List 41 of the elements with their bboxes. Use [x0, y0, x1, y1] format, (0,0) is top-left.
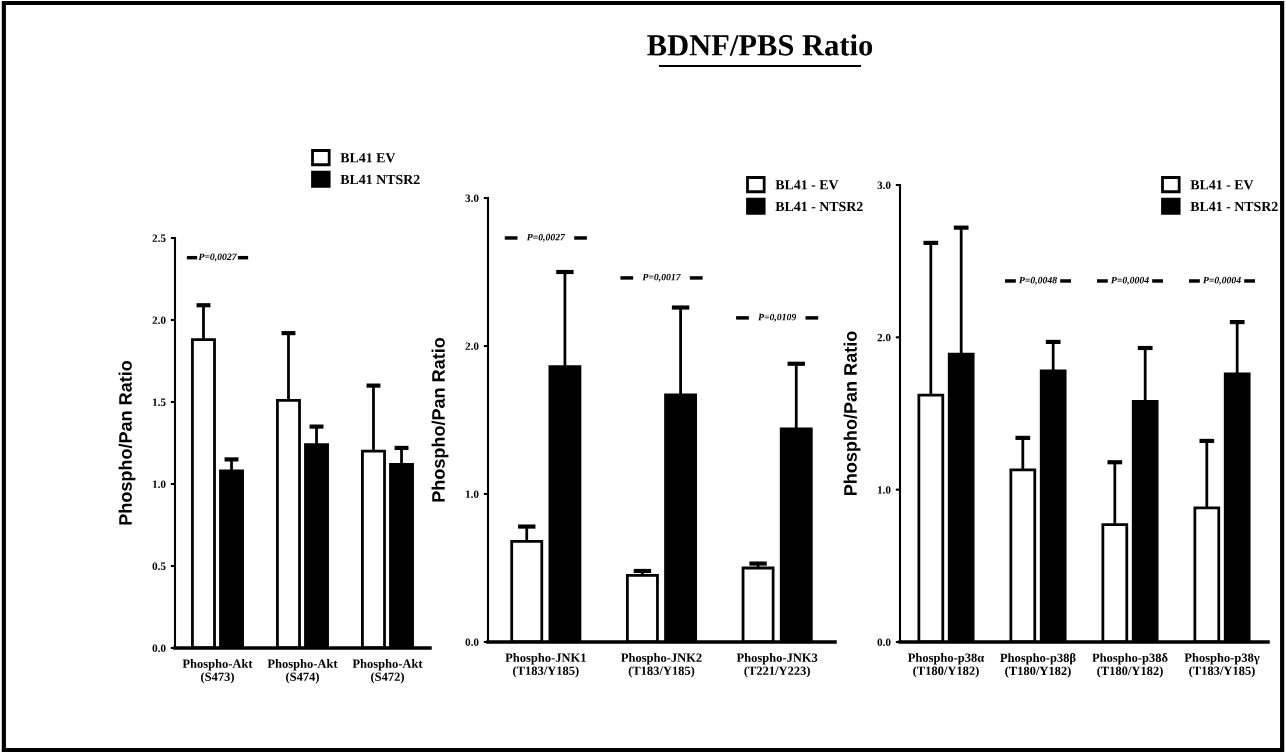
- y-tick-label: 1.0: [465, 490, 479, 499]
- x-tick-label: Phospho-Akt (S473): [182, 659, 253, 684]
- y-tick-label: 3.0: [877, 181, 891, 190]
- y-tick-label: 1.5: [152, 398, 166, 407]
- y-tick-label: 2.0: [465, 342, 479, 351]
- legend-label: BL41 - NTSR2: [1190, 201, 1278, 212]
- x-tick-label: Phospho-p38γ (T183/Y185): [1184, 653, 1260, 678]
- y-tick-label: 0.0: [877, 638, 891, 647]
- x-tick-label: Phospho-JNK1 (T183/Y185): [505, 653, 586, 678]
- annotation: P=0,0017: [642, 273, 681, 282]
- x-tick-label: Phospho-p38α (T180/Y182): [907, 653, 985, 678]
- y-tick-label: 2.0: [152, 316, 166, 325]
- legend-label: BL41 - EV: [1190, 180, 1254, 190]
- annotation: P=0,0004: [1110, 276, 1149, 285]
- x-tick-label: Phospho-p38β (T180/Y182): [1000, 653, 1076, 678]
- annotation: P=0,0027: [526, 233, 566, 242]
- y-tick-label: 0.0: [152, 644, 166, 653]
- annotation: P=0,0027: [198, 253, 237, 262]
- y-tick-label: 1.0: [877, 486, 891, 494]
- y-tick-label: 2.0: [877, 333, 891, 342]
- annotation: P=0,0109: [758, 313, 797, 322]
- annotation: P=0,0048: [1018, 276, 1057, 285]
- y-axis-title: Phospho/Pan Ratio: [843, 331, 861, 496]
- annotation: P=0,0004: [1202, 276, 1241, 285]
- y-axis-title: Phospho/Pan Ratio: [118, 360, 136, 525]
- x-tick-label: Phospho-p38δ (T180/Y182): [1092, 653, 1168, 678]
- y-tick-label: 0.0: [465, 638, 479, 647]
- legend-label: BL41 NTSR2: [340, 174, 420, 185]
- legend-label: BL41 - EV: [775, 180, 839, 190]
- legend-label: BL41 EV: [340, 153, 396, 163]
- y-tick-label: 3.0: [465, 194, 479, 203]
- y-tick-label: 1.0: [152, 480, 166, 489]
- y-tick-label: 2.5: [152, 234, 166, 243]
- x-tick-label: Phospho-JNK2 (T183/Y185): [621, 653, 702, 678]
- x-tick-label: Phospho-JNK3 (T221/Y223): [736, 653, 818, 678]
- y-tick-label: 0.5: [152, 562, 166, 571]
- x-tick-label: Phospho-Akt (S472): [352, 659, 423, 684]
- x-tick-label: Phospho-Akt (S474): [267, 659, 338, 684]
- legend-label: BL41 - NTSR2: [775, 201, 863, 212]
- y-axis-title: Phospho/Pan Ratio: [431, 337, 449, 502]
- chart-title: BDNF/PBS Ratio: [647, 34, 873, 56]
